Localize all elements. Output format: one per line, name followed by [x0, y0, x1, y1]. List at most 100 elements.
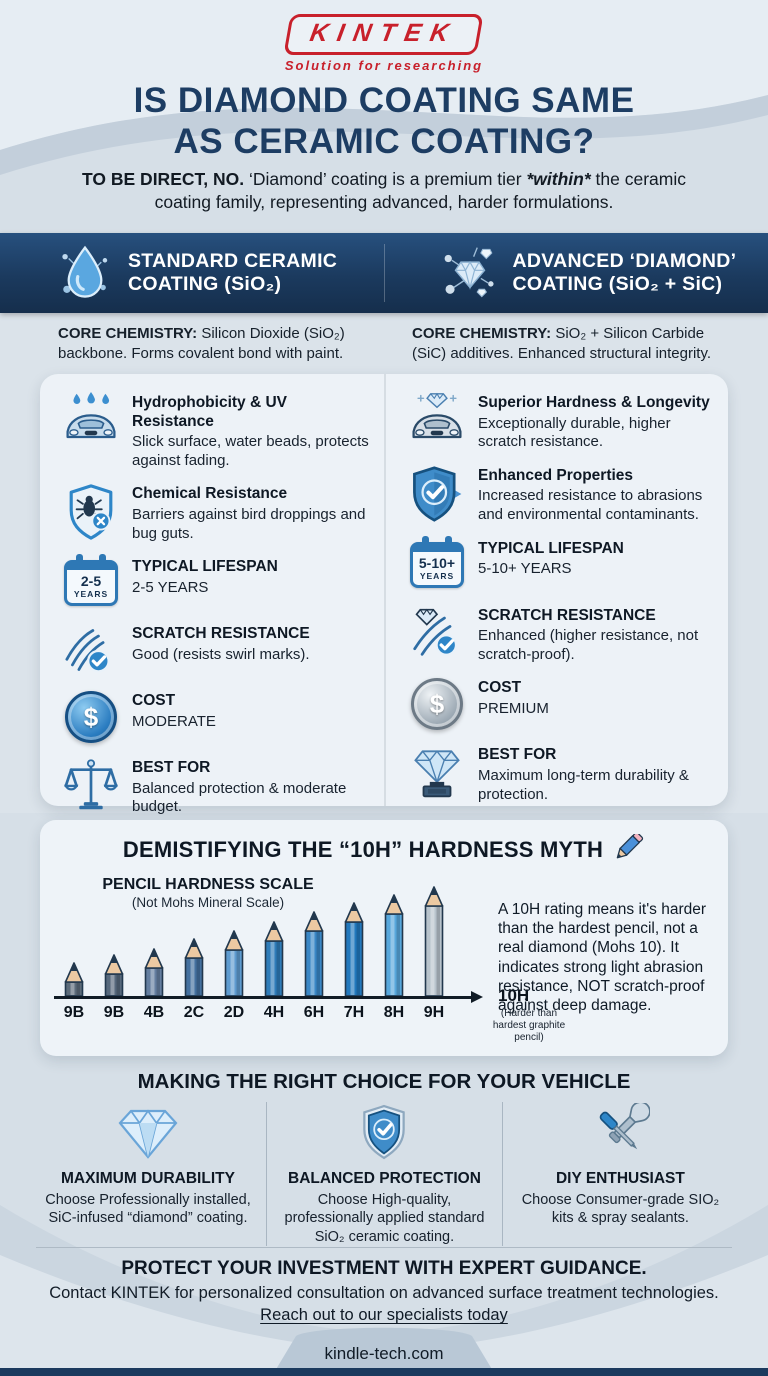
- chart-x-axis: [54, 991, 483, 1003]
- pencil-bar: [414, 886, 454, 996]
- intro-body1: ‘Diamond’ coating is a premium tier: [244, 169, 527, 189]
- calendar-value: 5-10+: [418, 554, 456, 571]
- axis-end-label: 10H: [498, 986, 530, 1005]
- banner-right-title-line1: ADVANCED ‘DIAMOND’: [512, 249, 737, 272]
- core-chemistry-standard: CORE CHEMISTRY: Silicon Dioxide (SiO₂) b…: [58, 324, 360, 364]
- row-title: SCRATCH RESISTANCE: [132, 625, 310, 643]
- dollar-glyph: $: [83, 701, 99, 732]
- choice-text: Choose High-quality, professionally appl…: [284, 1192, 485, 1245]
- calendar-unit: YEARS: [73, 589, 109, 600]
- banner-advanced-diamond: ADVANCED ‘DIAMOND’ COATING (SiO₂ + SiC): [383, 244, 768, 302]
- banner-standard-ceramic: STANDARD CERAMIC COATING (SiO₂): [0, 244, 384, 302]
- footer-headline: PROTECT YOUR INVESTMENT WITH EXPERT GUID…: [121, 1258, 647, 1279]
- row-body: Exceptionally durable, higher scratch re…: [478, 414, 671, 451]
- specialists-link[interactable]: Reach out to our specialists today: [260, 1306, 508, 1324]
- choice-section-title: MAKING THE RIGHT CHOICE FOR YOUR VEHICLE: [137, 1070, 631, 1093]
- table-row: $ COST PREMIUM: [404, 677, 716, 731]
- banner-left-title-line2: COATING (SiO₂): [128, 273, 282, 295]
- intro-emphasis: *within*: [526, 169, 591, 189]
- row-body: PREMIUM: [478, 699, 549, 717]
- x-tick-label: 9H: [423, 1004, 445, 1021]
- x-tick-label: 2D: [223, 1004, 245, 1021]
- footer-divider: [36, 1247, 732, 1248]
- core-chemistry-text: SiO₂ + Silicon Carbide (SiC) additives. …: [412, 325, 712, 362]
- row-title: COST: [478, 679, 522, 697]
- row-body: Enhanced (higher resistance, not scratch…: [478, 627, 699, 663]
- x-tick-label: 8H: [383, 1004, 405, 1021]
- row-title: TYPICAL LIFESPAN: [478, 539, 624, 557]
- intro-body2: the ceramic coating family, representing…: [154, 169, 686, 213]
- hardness-myth-card: DEMISTIFYING THE “10H” HARDNESS MYTH PEN…: [40, 820, 728, 1056]
- shield-check-icon: [404, 465, 470, 523]
- pencil-bar: [54, 886, 94, 996]
- dollar-coin-icon: $: [58, 690, 124, 744]
- choice-title: MAXIMUM DURABILITY: [61, 1170, 235, 1187]
- comparison-header-banner: STANDARD CERAMIC COATING (SiO₂) ADVANCED…: [0, 233, 768, 313]
- pencil-hardness-chart: 9B 9B 4B 2C 2D 4H 6H 7H 8H 9H 10H (Harder than ha…: [54, 886, 565, 1043]
- row-body: Balanced protection & moderate budget.: [132, 779, 347, 816]
- diamond-scratch-icon: [404, 605, 470, 659]
- row-title: Hydrophobicity & UV Resistance: [132, 394, 288, 430]
- pencil-bar: [94, 886, 134, 996]
- website-url: kindle-tech.com: [324, 1344, 444, 1363]
- brand-tagline: Solution for researching: [284, 58, 484, 73]
- row-title: Chemical Resistance: [132, 485, 288, 503]
- water-droplet-icon: [62, 245, 108, 298]
- comparison-column-diamond: Superior Hardness & Longevity Exceptiona…: [384, 374, 728, 806]
- row-body: Slick surface, water beads, protects aga…: [132, 433, 369, 469]
- x-tick-label: 4B: [143, 1004, 165, 1021]
- table-row: SCRATCH RESISTANCE Enhanced (higher resi…: [404, 605, 716, 665]
- comparison-card: Hydrophobicity & UV Resistance Slick sur…: [40, 374, 728, 815]
- choice-balanced-protection: BALANCED PROTECTION Choose High-quality,…: [265, 1102, 502, 1246]
- comparison-column-standard: Hydrophobicity & UV Resistance Slick sur…: [40, 374, 384, 815]
- x-tick-label: 2C: [183, 1004, 205, 1021]
- pencil-bar: [174, 886, 214, 996]
- row-title: BEST FOR: [478, 746, 557, 764]
- logo-frame: KINTEK: [283, 14, 485, 55]
- choice-text: Choose Professionally installed, SiC-inf…: [45, 1192, 251, 1227]
- pencil-icon: [616, 831, 644, 859]
- calendar-unit: YEARS: [419, 570, 455, 581]
- table-row: 5-10+ YEARS TYPICAL LIFESPAN 5-10+ YEARS: [404, 535, 716, 592]
- brand-name: KINTEK: [308, 19, 461, 47]
- choice-diy-enthusiast: DIY ENTHUSIAST Choose Consumer-grade SIO…: [501, 1102, 738, 1246]
- hardness-myth-paragraph: A 10H rating means it's harder than the …: [498, 901, 707, 1015]
- footer-contact-text: Contact KINTEK for personalized consulta…: [49, 1284, 719, 1302]
- hardness-myth-title: DEMISTIFYING THE “10H” HARDNESS MYTH: [40, 831, 728, 864]
- chart-subtitle: (Not Mohs Mineral Scale): [131, 895, 285, 910]
- pencil-bar: [334, 886, 374, 996]
- intro-lead: TO BE DIRECT, NO.: [82, 169, 245, 189]
- choice-text: Choose Consumer-grade SIO₂ kits & spray …: [521, 1192, 720, 1227]
- scratch-check-icon: [58, 623, 124, 677]
- row-body: 5-10+ YEARS: [478, 560, 572, 578]
- x-tick-label: 4H: [263, 1004, 285, 1021]
- pencil-bar: [134, 886, 174, 996]
- diamond-trophy-icon: [404, 744, 470, 800]
- row-body: Barriers against bird droppings and bug …: [132, 505, 366, 542]
- axis-end-note: (Harder than hardest graphite pencil): [492, 1008, 566, 1043]
- row-body: MODERATE: [132, 712, 216, 730]
- diamond-network-icon: [444, 247, 494, 298]
- brand-logo: KINTEK Solution for researching: [0, 14, 768, 73]
- tools-icon: [517, 1102, 724, 1162]
- banner-left-title: STANDARD CERAMIC COATING (SiO₂): [128, 250, 337, 297]
- calendar-icon: 5-10+ YEARS: [404, 535, 470, 592]
- row-title: COST: [132, 692, 176, 710]
- core-chemistry-label: CORE CHEMISTRY:: [58, 325, 198, 342]
- table-row: Hydrophobicity & UV Resistance Slick sur…: [58, 392, 372, 470]
- chart-x-tick-labels: 9B 9B 4B 2C 2D 4H 6H 7H 8H 9H: [54, 1004, 454, 1022]
- diamond-icon: [44, 1102, 252, 1162]
- page-title-line2: AS CERAMIC COATING?: [173, 122, 595, 162]
- chart-title: PENCIL HARDNESS SCALE: [102, 876, 314, 893]
- row-body: Good (resists swirl marks).: [132, 645, 310, 663]
- banner-right-title: ADVANCED ‘DIAMOND’ COATING (SiO₂ + SiC): [513, 250, 737, 297]
- shield-bug-icon: [58, 483, 124, 541]
- balance-scale-icon: [58, 757, 124, 813]
- table-row: Chemical Resistance Barriers against bir…: [58, 483, 372, 543]
- pencil-bar: [214, 886, 254, 996]
- page-title: IS DIAMOND COATING SAME AS CERAMIC COATI…: [0, 80, 768, 163]
- row-title: Enhanced Properties: [478, 466, 634, 484]
- intro-paragraph: TO BE DIRECT, NO. ‘Diamond’ coating is a…: [74, 168, 694, 214]
- dollar-coin-silver-icon: $: [404, 677, 470, 731]
- table-row: BEST FOR Maximum long-term durability & …: [404, 744, 716, 804]
